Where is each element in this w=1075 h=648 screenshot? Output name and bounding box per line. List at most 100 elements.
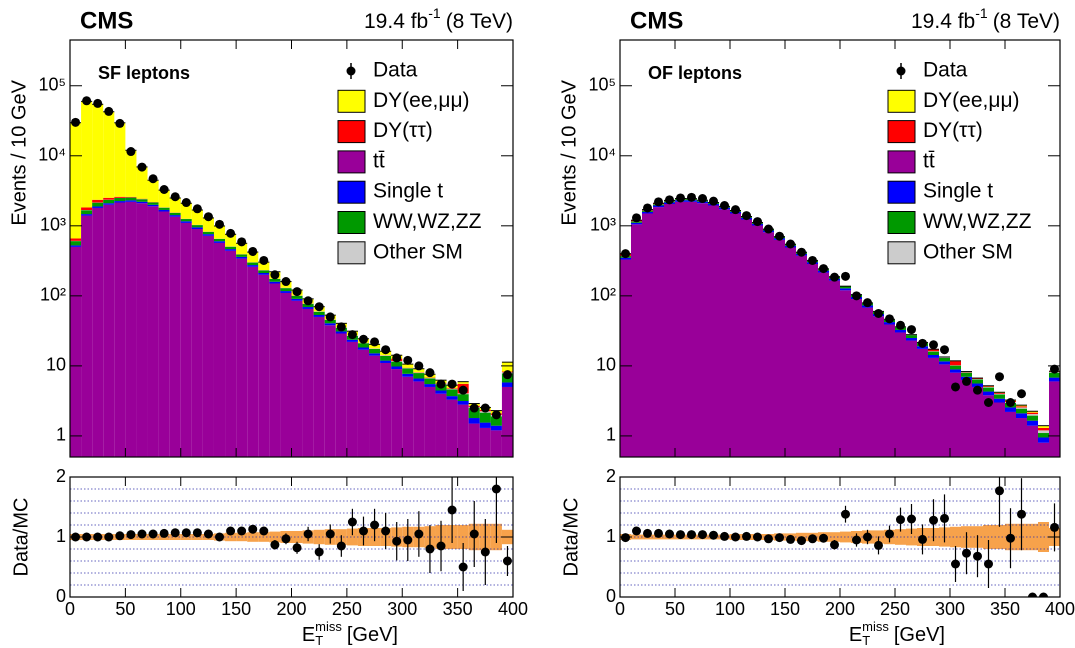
histogram-bar: [324, 325, 336, 457]
legend-swatch: [337, 89, 366, 113]
x-title-unit: [GeV]: [894, 624, 945, 646]
x-title-subscript: T: [862, 633, 870, 648]
data-point: [192, 204, 202, 214]
histogram-bar: [247, 252, 259, 263]
histogram-bar: [92, 207, 104, 457]
x-title-subscript: T: [315, 633, 323, 648]
data-point: [248, 524, 258, 534]
histogram-bar: [840, 286, 851, 289]
histogram-bar: [70, 122, 82, 239]
histogram-bar: [103, 199, 115, 204]
histogram-bar: [994, 393, 1005, 395]
histogram-bar: [125, 150, 137, 197]
histogram-bar: [202, 231, 214, 235]
histogram-bar: [1016, 406, 1027, 408]
histogram-bar: [1016, 418, 1027, 457]
histogram-bar: [225, 249, 237, 251]
data-point: [392, 536, 402, 546]
data-point: [480, 403, 490, 413]
histogram-bar: [81, 214, 93, 216]
histogram-bar: [158, 209, 170, 212]
data-point: [962, 548, 971, 558]
histogram-bar: [169, 212, 181, 216]
histogram-bar: [983, 387, 994, 392]
data-point: [874, 308, 883, 318]
data-point: [181, 198, 191, 208]
histogram-bar: [413, 373, 425, 379]
data-point: [292, 287, 302, 297]
histogram-bar: [247, 262, 259, 266]
x-tick-label: 150: [770, 599, 800, 619]
data-point: [709, 196, 718, 206]
histogram-bar: [369, 355, 381, 457]
histogram-bar: [939, 361, 950, 365]
histogram-bar: [202, 235, 214, 457]
histogram-bar: [291, 300, 303, 457]
histogram-bar: [125, 197, 137, 201]
histogram-bar: [479, 412, 491, 423]
histogram-bar: [402, 373, 414, 377]
data-point: [797, 536, 806, 546]
histogram-bar: [213, 241, 226, 243]
histogram-bar: [1027, 425, 1038, 457]
legend-label: Other SM: [923, 240, 1013, 263]
data-point: [458, 562, 468, 572]
histogram-bar: [81, 101, 93, 208]
data-point: [940, 513, 949, 523]
data-point: [643, 203, 652, 213]
histogram-bar: [961, 372, 972, 377]
histogram-bar: [313, 316, 325, 457]
legend-label: tt̄: [923, 149, 935, 172]
histogram-bar: [225, 234, 237, 247]
histogram-bar: [1038, 442, 1049, 457]
histogram-bar: [125, 200, 137, 202]
y-tick-label: 1: [56, 526, 66, 546]
data-point: [347, 330, 357, 340]
histogram-bar: [457, 381, 469, 384]
lumi-exponent: -1: [975, 5, 988, 21]
data-point: [709, 530, 718, 540]
histogram-bar: [972, 379, 983, 384]
y-tick-label: 10³: [590, 215, 616, 235]
lumi-label: 19.4 fb-1 (8 TeV): [911, 5, 1060, 33]
data-point: [1050, 364, 1059, 374]
y-tick-label: 0: [56, 586, 66, 606]
data-point: [425, 544, 435, 554]
histogram-bar: [169, 198, 181, 213]
histogram-bar: [191, 229, 203, 457]
legend-swatch: [887, 241, 916, 265]
y-tick-label: 1: [606, 425, 616, 445]
histogram-bar: [269, 279, 281, 282]
histogram-bar: [357, 343, 370, 348]
histogram-bar: [862, 307, 873, 457]
y-axis-title: Events / 10 GeV: [8, 79, 30, 225]
histogram-bar: [468, 418, 480, 424]
lumi-label: 19.4 fb-1 (8 TeV): [364, 5, 513, 33]
histogram-bar: [490, 416, 502, 426]
histogram-bar: [983, 386, 994, 387]
x-tick-label: 400: [498, 599, 528, 619]
histogram-bar: [81, 210, 93, 215]
y-tick-label: 0: [606, 586, 616, 606]
uncertainty-band: [631, 534, 642, 540]
data-point: [665, 529, 674, 539]
histogram-bar: [70, 246, 82, 457]
data-point: [764, 534, 773, 544]
histogram-bar: [136, 166, 148, 199]
histogram-bar: [994, 393, 1005, 394]
x-tick-label: 250: [332, 599, 362, 619]
data-point: [502, 370, 512, 380]
y-tick-label: 2: [606, 466, 616, 486]
histogram-bar: [653, 207, 664, 457]
histogram-bar: [983, 395, 994, 457]
histogram-bar: [236, 243, 248, 255]
data-point: [1050, 522, 1059, 532]
plot-area: [70, 477, 513, 591]
data-point: [392, 353, 402, 363]
histogram-bar: [258, 262, 270, 271]
histogram-bar: [70, 245, 82, 247]
data-point: [270, 270, 280, 280]
data-point: [469, 529, 479, 539]
histogram-bar: [994, 398, 1005, 403]
data-point: [259, 526, 269, 536]
